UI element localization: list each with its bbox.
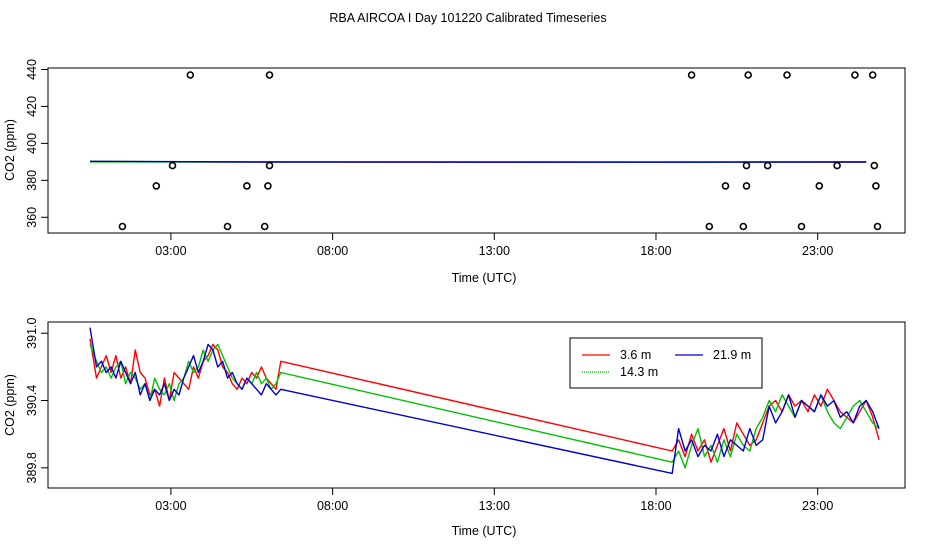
upper-point	[225, 224, 231, 230]
upper-point	[244, 183, 250, 189]
upper-y-axis: 360 380 400 420 440	[25, 59, 48, 228]
upper-point	[784, 72, 790, 78]
upper-point	[745, 72, 751, 78]
upper-point	[834, 163, 840, 169]
upper-point	[873, 183, 879, 189]
figure-title: RBA AIRCOA I Day 101220 Calibrated Times…	[329, 11, 606, 25]
upper-y-tick-label: 420	[25, 96, 39, 117]
lower-x-tick-label: 03:00	[155, 499, 186, 513]
upper-point	[267, 72, 273, 78]
upper-point	[262, 224, 268, 230]
upper-points-group	[119, 72, 880, 230]
upper-point	[265, 183, 271, 189]
lower-x-axis: 03:00 08:00 13:00 18:00 23:00	[155, 488, 833, 513]
lower-y-tick-label: 390.4	[25, 385, 39, 416]
upper-point	[119, 224, 125, 230]
upper-series-group	[90, 161, 866, 162]
lower-y-label: CO2 (ppm)	[3, 374, 17, 436]
legend: 3.6 m 14.3 m 21.9 m	[570, 338, 762, 388]
lower-x-tick-label: 08:00	[317, 499, 348, 513]
upper-point	[871, 163, 877, 169]
lower-y-tick-label: 391.0	[25, 318, 39, 349]
upper-point	[852, 72, 858, 78]
upper-x-label: Time (UTC)	[452, 271, 517, 285]
upper-y-label: CO2 (ppm)	[3, 119, 17, 181]
lower-x-tick-label: 13:00	[479, 499, 510, 513]
lower-x-label: Time (UTC)	[452, 524, 517, 538]
upper-point	[740, 224, 746, 230]
upper-point	[689, 72, 695, 78]
upper-y-tick-label: 440	[25, 59, 39, 80]
upper-point	[744, 163, 750, 169]
upper-y-tick-label: 400	[25, 133, 39, 154]
upper-point	[723, 183, 729, 189]
lower-panel: 03:00 08:00 13:00 18:00 23:00 389.8 390.4 391.…	[3, 318, 905, 538]
upper-y-tick-label: 360	[25, 207, 39, 228]
upper-point	[870, 72, 876, 78]
legend-label-14-3m: 14.3 m	[620, 365, 658, 379]
upper-point	[875, 224, 881, 230]
lower-x-tick-label: 23:00	[802, 499, 833, 513]
lower-plot-frame	[48, 322, 905, 488]
upper-panel: 03:00 08:00 13:00 18:00 23:00 360 380 400 420 44…	[3, 59, 905, 285]
lower-x-tick-label: 18:00	[640, 499, 671, 513]
upper-x-tick-label: 13:00	[479, 244, 510, 258]
upper-x-tick-label: 03:00	[155, 244, 186, 258]
upper-point	[153, 183, 159, 189]
upper-point	[267, 163, 273, 169]
upper-point	[187, 72, 193, 78]
upper-point	[744, 183, 750, 189]
upper-point	[799, 224, 805, 230]
upper-x-tick-label: 23:00	[802, 244, 833, 258]
upper-x-tick-label: 18:00	[640, 244, 671, 258]
upper-point	[816, 183, 822, 189]
legend-box	[570, 338, 762, 388]
legend-label-3-6m: 3.6 m	[620, 348, 651, 362]
upper-y-tick-label: 380	[25, 170, 39, 191]
lower-y-tick-label: 389.8	[25, 452, 39, 483]
upper-point	[706, 224, 712, 230]
upper-x-tick-label: 08:00	[317, 244, 348, 258]
legend-label-21-9m: 21.9 m	[713, 348, 751, 362]
upper-plot-frame	[48, 68, 905, 233]
upper-point	[170, 163, 176, 169]
upper-x-axis: 03:00 08:00 13:00 18:00 23:00	[155, 233, 833, 258]
upper-point	[765, 163, 771, 169]
lower-y-axis: 389.8 390.4 391.0	[25, 318, 48, 484]
